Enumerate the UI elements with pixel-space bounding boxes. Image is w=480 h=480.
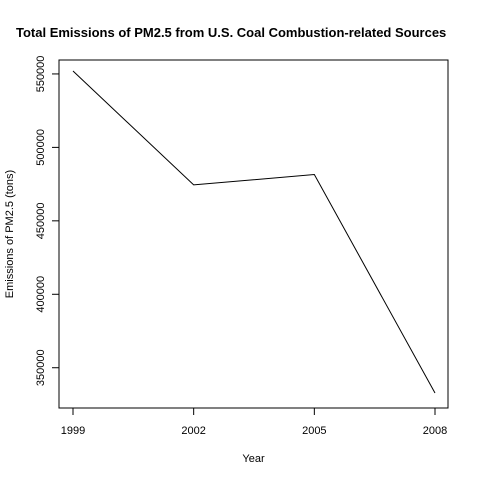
x-tick-label: 2008 [423,425,447,437]
y-axis-label: Emissions of PM2.5 (tons) [4,170,16,298]
series-line [73,71,435,393]
y-tick-label: 500000 [35,129,47,166]
series-layer [73,71,435,393]
y-tick-label: 350000 [35,349,47,386]
x-axis-label: Year [242,453,265,465]
chart-title: Total Emissions of PM2.5 from U.S. Coal … [16,25,446,40]
y-axis: 350000 400000 450000 500000 550000 [35,56,59,387]
y-tick-label: 450000 [35,202,47,239]
y-tick-label: 400000 [35,276,47,313]
x-tick-label: 2005 [302,425,326,437]
y-tick-label: 550000 [35,56,47,93]
x-tick-label: 1999 [61,425,85,437]
x-axis: 1999 2002 2005 2008 [61,408,447,437]
x-tick-label: 2002 [181,425,205,437]
